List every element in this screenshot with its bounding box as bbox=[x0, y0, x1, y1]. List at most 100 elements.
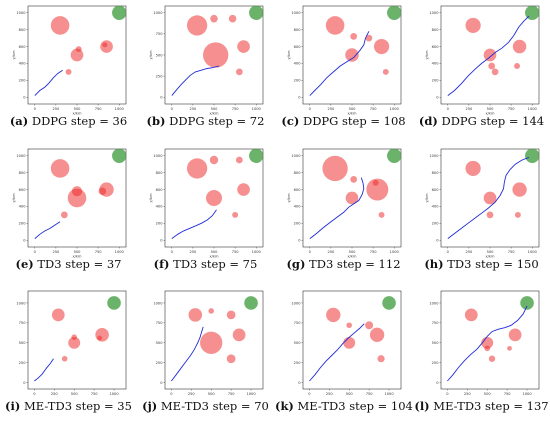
subplot-g: 0 250 500 750 1000 0 200 400 600 800 1000 x/km y/km (… bbox=[275, 143, 412, 286]
goal-circle bbox=[520, 296, 534, 310]
y-tick-label-2: 500 bbox=[156, 53, 164, 57]
x-tick-label-3: 750 bbox=[232, 107, 240, 111]
caption-tag: (h) bbox=[424, 257, 444, 271]
chart-svg: 0 250 500 750 1000 0 250 500 750 1000 x/km y/km bbox=[149, 5, 264, 116]
trajectory-line bbox=[447, 305, 528, 382]
obstacle-circle-0 bbox=[51, 308, 65, 322]
trajectory-line bbox=[171, 209, 217, 239]
x-tick-label-3: 750 bbox=[228, 392, 236, 396]
obstacle-circle-1 bbox=[209, 155, 219, 165]
obstacle-circle-0 bbox=[465, 160, 481, 177]
obstacle-circle-5 bbox=[60, 211, 68, 219]
subplot-caption: (c) DDPG step = 108 bbox=[275, 114, 412, 128]
caption-text: ME-TD3 step = 137 bbox=[429, 399, 549, 413]
caption-text: TD3 step = 75 bbox=[169, 257, 258, 271]
obstacle-circle-1 bbox=[208, 308, 214, 314]
caption-text: ME-TD3 step = 104 bbox=[293, 399, 413, 413]
x-tick-label-1: 250 bbox=[189, 250, 197, 254]
y-axis-label: y/km bbox=[12, 193, 16, 202]
caption-tag: (c) bbox=[281, 114, 300, 128]
x-tick-label-4: 1000 bbox=[528, 250, 538, 254]
trajectory-line bbox=[34, 358, 54, 382]
subplot-caption: (b) DDPG step = 72 bbox=[137, 114, 274, 128]
goal-circle bbox=[525, 149, 539, 163]
subplot-e: 0 250 500 750 1000 0 200 400 600 800 1000 x/km y/km (… bbox=[0, 143, 137, 286]
x-tick-label-1: 250 bbox=[51, 392, 59, 396]
y-tick-label-1: 250 bbox=[156, 361, 164, 365]
plot-area bbox=[447, 296, 534, 382]
x-tick-label-2: 500 bbox=[484, 392, 492, 396]
y-tick-label-0: 0 bbox=[436, 96, 439, 100]
y-tick-label-2: 500 bbox=[19, 341, 27, 345]
obstacle-circle-1 bbox=[483, 48, 497, 62]
y-tick-label-5: 1000 bbox=[291, 154, 301, 158]
obstacle-circle-5 bbox=[232, 211, 239, 218]
goal-circle bbox=[382, 296, 396, 310]
obstacle-circle-0 bbox=[186, 158, 208, 179]
x-tick-label-4: 1000 bbox=[390, 107, 400, 111]
y-axis-label: y/km bbox=[12, 50, 16, 59]
trajectory-line bbox=[447, 156, 530, 239]
obstacle-circle-5 bbox=[377, 355, 385, 363]
obstacle-circle-2 bbox=[484, 345, 490, 352]
obstacle-circle-1 bbox=[70, 48, 84, 62]
obstacle-circle-4 bbox=[98, 187, 107, 196]
caption-tag: (k) bbox=[275, 399, 294, 413]
goal-circle bbox=[112, 149, 126, 163]
chart-svg: 0 250 500 750 1000 0 250 500 750 1000 bbox=[429, 290, 540, 396]
obstacle-circle-4 bbox=[237, 40, 250, 53]
y-tick-label-0: 0 bbox=[160, 381, 163, 385]
obstacle-circle-2 bbox=[71, 186, 83, 197]
y-tick-label-3: 750 bbox=[432, 321, 440, 325]
obstacle-circle-1 bbox=[483, 191, 497, 205]
x-tick-label-1: 250 bbox=[52, 250, 60, 254]
y-tick-label-3: 750 bbox=[156, 321, 164, 325]
obstacle-circle-5 bbox=[61, 355, 68, 362]
x-tick-label-4: 1000 bbox=[115, 107, 125, 111]
chart-svg: 0 250 500 750 1000 0 200 400 600 800 1000 x/km y/km bbox=[425, 5, 540, 116]
obstacle-circle-0 bbox=[326, 307, 341, 323]
x-tick-label-3: 750 bbox=[370, 107, 378, 111]
y-tick-label-1: 250 bbox=[19, 361, 27, 365]
y-tick-label-0: 0 bbox=[298, 96, 301, 100]
trajectory-line bbox=[171, 326, 204, 382]
subplot-caption: (f) TD3 step = 75 bbox=[137, 257, 274, 271]
y-tick-label-0: 0 bbox=[23, 381, 26, 385]
y-tick-label-0: 0 bbox=[298, 381, 301, 385]
obstacle-circle-5 bbox=[226, 354, 236, 364]
x-tick-label-0: 0 bbox=[171, 250, 174, 254]
x-tick-label-2: 500 bbox=[208, 392, 216, 396]
y-tick-label-3: 600 bbox=[156, 188, 164, 192]
obstacle-circle-4 bbox=[372, 179, 379, 186]
obstacle-circle-3 bbox=[200, 331, 223, 354]
goal-circle bbox=[387, 6, 401, 20]
subplot-caption: (g) TD3 step = 112 bbox=[275, 257, 412, 271]
x-tick-label-1: 250 bbox=[465, 107, 473, 111]
y-tick-label-5: 1000 bbox=[291, 11, 301, 15]
x-axis-label: x/km bbox=[486, 255, 495, 259]
caption-text: TD3 step = 150 bbox=[443, 257, 539, 271]
x-tick-label-3: 750 bbox=[508, 107, 516, 111]
y-tick-label-4: 1000 bbox=[153, 301, 163, 305]
x-tick-label-0: 0 bbox=[308, 392, 311, 396]
obstacle-circle-5 bbox=[382, 68, 389, 75]
trajectory-line bbox=[34, 69, 63, 96]
goal-circle bbox=[112, 6, 126, 20]
y-axis-label: y/km bbox=[425, 50, 429, 59]
y-tick-label-1: 200 bbox=[294, 79, 302, 83]
y-tick-label-1: 200 bbox=[156, 222, 164, 226]
x-tick-label-4: 1000 bbox=[522, 392, 532, 396]
x-tick-label-3: 750 bbox=[504, 392, 512, 396]
x-tick-label-1: 250 bbox=[464, 392, 472, 396]
plot-area bbox=[34, 6, 126, 96]
obstacle-circle-0 bbox=[465, 17, 481, 34]
caption-text: DDPG step = 108 bbox=[299, 114, 406, 128]
obstacle-circle-4 bbox=[232, 328, 246, 342]
y-tick-label-3: 600 bbox=[294, 188, 302, 192]
obstacle-circle-4 bbox=[365, 321, 374, 330]
y-tick-label-4: 800 bbox=[294, 28, 302, 32]
subplot-f: 0 250 500 750 1000 0 200 400 600 800 1000 x/km y/km (… bbox=[137, 143, 274, 286]
y-tick-label-4: 800 bbox=[432, 171, 440, 175]
obstacle-circle-3 bbox=[512, 182, 527, 197]
obstacle-circle-2 bbox=[235, 156, 243, 164]
